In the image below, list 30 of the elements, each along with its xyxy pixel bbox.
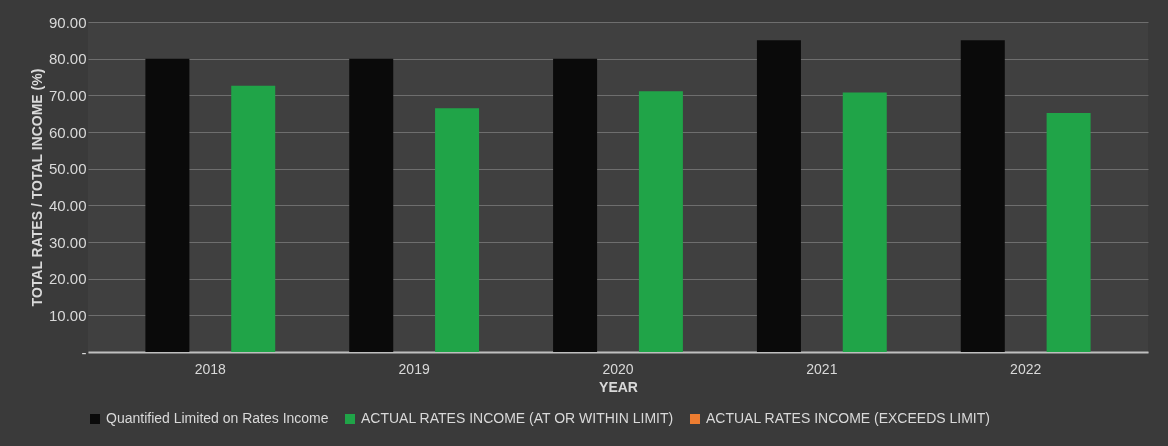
bar bbox=[638, 91, 683, 352]
y-tick-label: 30.00 bbox=[48, 233, 87, 251]
y-tick-label: 70.00 bbox=[48, 86, 87, 104]
y-tick-label: 60.00 bbox=[48, 123, 87, 141]
bar bbox=[842, 92, 887, 352]
y-axis-title: TOTAL RATES / TOTAL INCOME (%) bbox=[28, 68, 45, 307]
x-tick-label: 2018 bbox=[194, 360, 227, 377]
x-tick-label: 2020 bbox=[602, 360, 634, 377]
bar bbox=[756, 40, 801, 352]
x-tick-label: 2021 bbox=[806, 360, 838, 377]
bar bbox=[349, 58, 394, 352]
y-tick-label: 40.00 bbox=[48, 196, 87, 214]
legend-label: ACTUAL RATES INCOME (EXCEEDS LIMIT) bbox=[706, 410, 990, 426]
x-tick-label: 2019 bbox=[398, 360, 430, 377]
y-tick-label: 80.00 bbox=[48, 50, 87, 68]
bar bbox=[435, 108, 480, 352]
bar bbox=[145, 58, 190, 352]
bar bbox=[960, 40, 1005, 352]
y-tick-label: 50.00 bbox=[48, 160, 87, 178]
x-tick-label: 2022 bbox=[1010, 360, 1042, 377]
legend-label: Quantified Limited on Rates Income bbox=[106, 410, 329, 426]
bar bbox=[1046, 112, 1091, 352]
bar bbox=[553, 58, 598, 352]
y-tick-label: 20.00 bbox=[48, 270, 87, 288]
legend-label: ACTUAL RATES INCOME (AT OR WITHIN LIMIT) bbox=[361, 410, 674, 426]
y-tick-label: 10.00 bbox=[48, 306, 87, 324]
bar bbox=[231, 85, 276, 352]
x-axis-title: YEAR bbox=[599, 378, 638, 395]
y-tick-label: - bbox=[81, 343, 87, 361]
y-tick-label: 90.00 bbox=[48, 13, 87, 31]
